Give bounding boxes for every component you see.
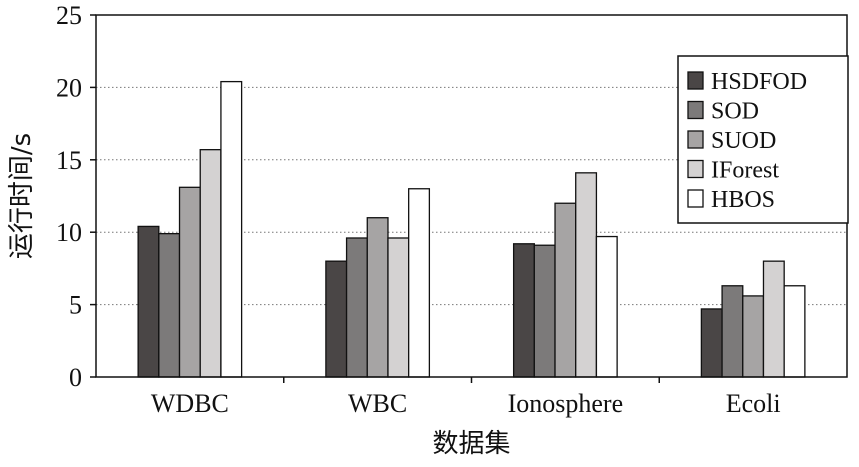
bar-iforest-wdbc xyxy=(199,149,222,378)
y-axis-title: 运行时间/s xyxy=(7,133,37,259)
legend-swatch xyxy=(687,130,704,149)
x-tick-label: Ionosphere xyxy=(508,389,624,418)
legend-swatch xyxy=(687,71,704,90)
bar-hbos-ecoli xyxy=(783,285,806,378)
x-axis-title: 数据集 xyxy=(432,429,510,459)
bar-suod-wbc xyxy=(366,217,389,378)
y-tick-label: 10 xyxy=(56,218,82,247)
legend-box xyxy=(677,55,849,224)
legend-swatch xyxy=(687,159,704,179)
y-tick-label: 20 xyxy=(56,73,82,102)
legend-label: HBOS xyxy=(711,187,775,213)
legend: HSDFOD SOD SUOD IForest HBOS xyxy=(677,55,849,224)
legend-label: HSDFOD xyxy=(711,69,807,95)
bar-suod-ionosphere xyxy=(554,202,577,378)
bar-hsdfod-wdbc xyxy=(137,225,160,378)
bar-hsdfod-ionosphere xyxy=(512,243,535,378)
x-axis-ticks: WDBC WBC Ionosphere Ecoli xyxy=(151,377,781,418)
legend-label: SOD xyxy=(711,99,759,125)
legend-swatch xyxy=(687,100,704,120)
bar-hsdfod-wbc xyxy=(325,260,348,378)
y-tick-label: 0 xyxy=(69,363,82,392)
y-tick-label: 15 xyxy=(56,146,82,175)
bar-suod-wdbc xyxy=(178,186,201,378)
bar-sod-ionosphere xyxy=(533,244,556,378)
x-tick-label: WBC xyxy=(348,389,407,418)
bar-hsdfod-ecoli xyxy=(700,308,723,378)
legend-label: SUOD xyxy=(711,128,776,154)
y-axis-ticks: 0 5 10 15 20 25 xyxy=(56,1,96,392)
y-tick-label: 25 xyxy=(56,1,82,30)
bar-iforest-ionosphere xyxy=(575,172,598,378)
legend-label: IForest xyxy=(711,158,779,184)
bar-sod-wdbc xyxy=(158,232,181,378)
legend-swatch xyxy=(687,189,704,208)
bars-group xyxy=(137,80,806,378)
bar-iforest-ecoli xyxy=(762,260,785,378)
bar-iforest-wbc xyxy=(387,237,410,378)
bar-sod-wbc xyxy=(345,237,368,378)
bar-hbos-wbc xyxy=(408,188,431,378)
x-tick-label: WDBC xyxy=(151,389,229,418)
bar-hbos-wdbc xyxy=(220,80,243,378)
bar-hbos-ionosphere xyxy=(595,235,618,378)
x-tick-label: Ecoli xyxy=(726,389,781,418)
bar-sod-ecoli xyxy=(721,285,744,378)
y-tick-label: 5 xyxy=(69,291,82,320)
bar-suod-ecoli xyxy=(742,295,765,378)
